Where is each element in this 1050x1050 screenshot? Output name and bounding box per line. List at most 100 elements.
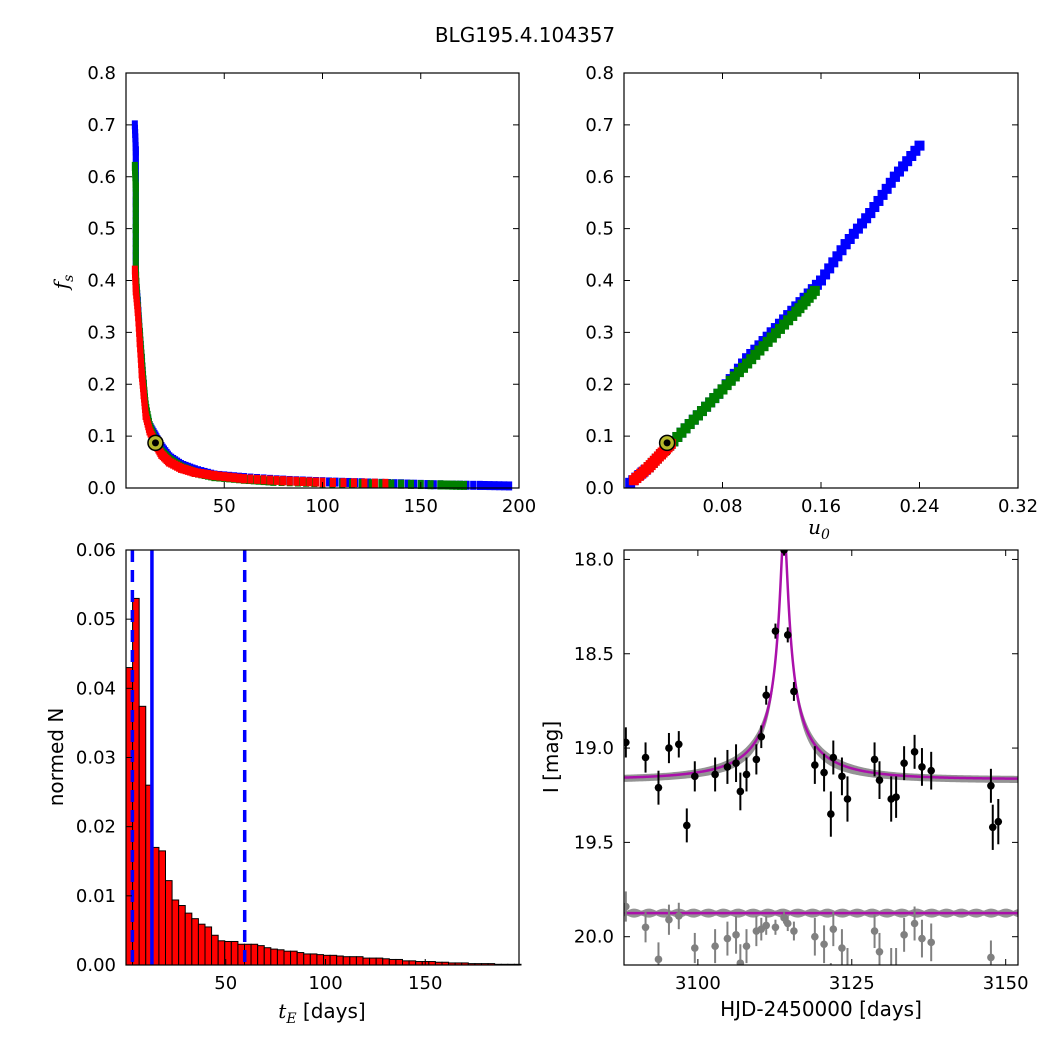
panel-light-curve-ylabel: I [mag] [539, 721, 563, 793]
histogram-bar [336, 955, 344, 966]
A-density-cell-blue [345, 477, 352, 487]
panel-fs-vs-te-ylabel: fs [49, 275, 77, 292]
A-density-cell-green [407, 479, 414, 489]
A-density-cell-red [293, 476, 300, 486]
B-density-cell-blue [885, 177, 896, 188]
residual-data-point [838, 944, 846, 952]
A-density-cell-green [132, 237, 139, 247]
A-density-cell-red [280, 476, 287, 486]
A-density-cell-red [267, 475, 274, 485]
photometry-data-point [780, 550, 788, 554]
A-density-cell-green [388, 479, 395, 489]
histogram-bar [355, 956, 364, 966]
A-density-cell-red [134, 307, 141, 317]
panel-fs-vs-u0-axes: 0.08 0.16 0.24 0.32 0.0 0.1 0.2 0.3 0.4 0.5 0.6 0.7… [585, 63, 1038, 517]
photometry-data-point [711, 770, 719, 779]
panel-fs-vs-u0-xlabel: u0 [808, 515, 830, 543]
model-light-curve [624, 550, 1018, 780]
A-density-cell-red [240, 474, 247, 484]
panel-te-histogram-xlabel: tE [days] [278, 999, 365, 1027]
A-density-cell-red [382, 478, 389, 488]
undefined-ytick-label: 0.7 [585, 115, 614, 136]
panel-fs-vs-te-plot-area [131, 120, 513, 491]
residual-data-point [910, 919, 919, 928]
A-density-cell-green [441, 480, 448, 490]
A-density-cell-blue [486, 481, 493, 491]
C-ytick-label: 0.05 [76, 609, 116, 630]
histogram-bar [322, 954, 331, 966]
photometry-data-point [641, 753, 650, 762]
A-density-cell-green [303, 477, 310, 487]
C-ytick-label: 0.03 [76, 748, 116, 769]
undefined-xtick-label: 0.16 [801, 496, 841, 517]
undefined-ytick-label: 0.1 [87, 426, 116, 447]
panel-light-curve-plot-area [624, 550, 1018, 975]
C-ytick-label: 0.06 [76, 540, 116, 561]
A-density-cell-red [135, 322, 142, 332]
histogram-bar [184, 912, 193, 966]
photometry-data-point [732, 759, 740, 767]
A-density-cell-red [254, 474, 260, 484]
A-density-cell-blue [326, 477, 333, 487]
photometry-data-point [762, 691, 771, 700]
C-xtick-label: 100 [308, 973, 342, 994]
B-density-cell-blue [861, 213, 872, 224]
histogram-bar [382, 958, 390, 966]
panel-fs-vs-te-frame [125, 72, 520, 489]
B-density-cell-green [809, 285, 820, 296]
B-density-cell-blue [906, 151, 917, 161]
A-density-cell-blue [365, 478, 372, 488]
histogram-bar [303, 953, 311, 966]
panel-fs-vs-u0-plot-area [625, 140, 925, 488]
C-ytick-label: 0.00 [76, 955, 116, 976]
photometry-data-point [742, 770, 751, 779]
undefined-xtick-label: 50 [213, 496, 236, 517]
A-density-cell-red [135, 312, 142, 322]
A-density-cell-blue [481, 480, 488, 490]
ylabel-subscript-s: s [61, 275, 77, 282]
residual-data-point [900, 931, 908, 939]
D-ytick-label: 19.0 [574, 738, 614, 759]
panel-te-histogram-plot-area [125, 550, 522, 966]
histogram-bar [329, 954, 338, 966]
B-density-cell-blue [832, 251, 843, 262]
A-density-cell-blue [391, 479, 398, 489]
residual-data-point [875, 947, 884, 956]
A-density-cell-blue [506, 481, 513, 491]
B-density-cell-blue [844, 234, 855, 244]
undefined-xtick-label: 100 [305, 496, 339, 517]
B-density-cell-blue [873, 195, 884, 206]
A-density-cell-blue [476, 480, 483, 490]
residual-data-point [887, 967, 895, 975]
xlabel-subscript-e: E [285, 1011, 296, 1027]
photometry-data-point [690, 772, 699, 781]
B-best-fit-marker-core [663, 439, 671, 447]
photometry-data-point [987, 781, 995, 790]
undefined-ytick-label: 0.4 [585, 271, 614, 292]
A-density-cell-green [368, 479, 375, 489]
undefined-xtick-label: 0.24 [899, 496, 939, 517]
A-density-cell-red [350, 478, 357, 488]
photometry-data-point [892, 793, 900, 801]
undefined-ytick-label: 0.3 [585, 322, 614, 343]
photometry-data-point [771, 627, 780, 635]
photometry-data-point [674, 740, 683, 749]
A-density-cell-green [398, 479, 405, 489]
undefined-ytick-label: 0.0 [87, 478, 116, 499]
residual-data-point [624, 902, 630, 911]
A-density-cell-red [198, 468, 205, 478]
histogram-bar [388, 958, 397, 966]
residual-data-point [870, 927, 879, 935]
residual-data-point [665, 915, 673, 924]
A-density-cell-green [132, 231, 139, 241]
histogram-bar [395, 958, 403, 966]
histogram-bar [211, 934, 219, 966]
residual-data-point [711, 942, 719, 950]
histogram-bar [217, 940, 226, 966]
figure-title: BLG195.4.104357 [435, 23, 615, 47]
A-density-cell-blue [404, 479, 411, 489]
photometry-data-point [736, 787, 745, 796]
A-density-cell-red [235, 473, 242, 483]
photometry-data-point [654, 783, 663, 792]
model-uncertainty-band [624, 550, 1018, 784]
